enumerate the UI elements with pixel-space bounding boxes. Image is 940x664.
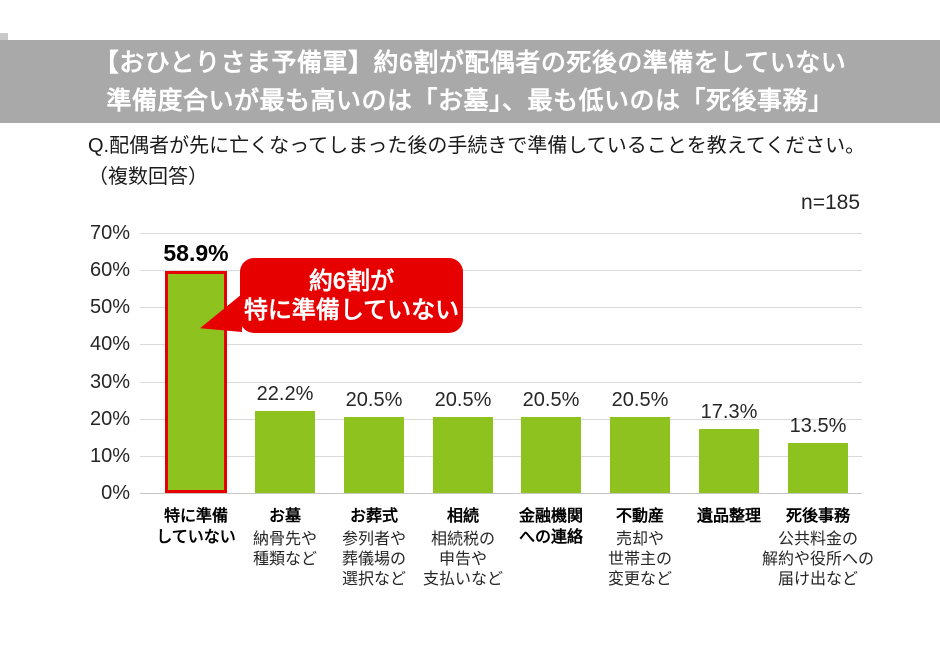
gridline — [140, 307, 862, 308]
question-line-2: （複数回答） — [88, 166, 208, 188]
bar — [433, 417, 493, 493]
value-label: 20.5% — [522, 389, 580, 411]
title-line-1: 【おひとりさま予備軍】約6割が配偶者の死後の準備をしていない — [93, 48, 847, 77]
category-label: 金融機関 への連絡 — [491, 506, 611, 548]
category-description-line: 変更など — [607, 571, 672, 588]
category-description-line: 支払いなど — [422, 571, 503, 588]
bar — [610, 417, 670, 493]
question-line-1: Q.配偶者が先に亡くなってしまった後の手続きで準備していることを教えてください。 — [88, 135, 866, 157]
category-name-line: 死後事務 — [785, 508, 850, 525]
callout-bubble: 約6割が 特に準備していない — [240, 258, 463, 333]
gridline — [140, 382, 862, 383]
value-label: 20.5% — [611, 389, 669, 411]
gridline — [140, 344, 862, 345]
category-description-line: 解約や役所への — [761, 551, 874, 568]
bar — [521, 417, 581, 493]
category-description-line: 売却や — [615, 531, 664, 548]
category-description-line: 種類など — [252, 551, 317, 568]
y-tick-label: 70% — [89, 222, 130, 244]
category-name-line: 遺品整理 — [696, 508, 761, 525]
y-tick-label: 0% — [101, 482, 130, 504]
value-label: 17.3% — [700, 401, 758, 423]
title-line-2: 準備度合いが最も高いのは「お墓」、最も低いのは「死後事務」 — [106, 86, 834, 115]
y-tick-label: 20% — [89, 408, 130, 430]
y-tick-label: 50% — [89, 296, 130, 318]
category-name-line: 相続 — [446, 508, 479, 525]
category-label: 不動産売却や世帯主の変更など — [580, 506, 700, 590]
gridline — [140, 419, 862, 420]
question-text: Q.配偶者が先に亡くなってしまった後の手続きで準備していることを教えてください。… — [88, 131, 865, 193]
category-description-line: 申告や — [438, 551, 487, 568]
category-name-line: 金融機関 — [518, 508, 583, 525]
bar-highlighted — [165, 271, 227, 493]
category-name-line: していない — [156, 529, 236, 546]
category-description-line: 届け出など — [777, 571, 858, 588]
gridline — [140, 233, 862, 234]
sample-size-label: n=185 — [801, 191, 860, 214]
title-banner: 【おひとりさま予備軍】約6割が配偶者の死後の準備をしていない 準備度合いが最も高… — [0, 40, 940, 123]
category-name-line: 不動産 — [615, 508, 664, 525]
value-label: 20.5% — [434, 389, 492, 411]
category-description-line: 相続税の — [430, 531, 495, 548]
value-label: 20.5% — [345, 389, 403, 411]
category-description-line: 世帯主の — [607, 551, 672, 568]
value-label: 22.2% — [256, 383, 314, 405]
gridline — [140, 493, 862, 494]
category-label: お葬式参列者や葬儀場の選択など — [314, 506, 434, 590]
category-label: 特に準備 していない — [136, 506, 256, 548]
category-name-line: への連絡 — [518, 529, 583, 546]
y-tick-label: 60% — [89, 259, 130, 281]
y-tick-label: 40% — [89, 333, 130, 355]
value-label: 58.9% — [163, 240, 229, 266]
value-label: 13.5% — [789, 415, 847, 437]
category-description-line: 公共料金の — [777, 531, 858, 548]
callout-line-2: 特に準備していない — [243, 296, 460, 324]
category-label: 死後事務公共料金の解約や役所への 届け出など — [758, 506, 878, 590]
gridline — [140, 456, 862, 457]
category-name-line: 特に準備 — [163, 508, 228, 525]
gridline — [140, 270, 862, 271]
category-description-line: 納骨先や — [252, 531, 317, 548]
y-tick-label: 10% — [89, 445, 130, 467]
y-tick-label: 30% — [89, 371, 130, 393]
bar — [788, 443, 848, 493]
bar — [344, 417, 404, 493]
category-label: 遺品整理 — [669, 506, 789, 527]
category-name-line: お葬式 — [349, 508, 398, 525]
corner-artifact — [0, 33, 8, 40]
category-description-line: 参列者や — [341, 531, 406, 548]
category-description-line: 葬儀場の — [341, 551, 406, 568]
bar — [255, 411, 315, 493]
category-label: 相続相続税の申告や支払いなど — [403, 506, 523, 590]
category-name-line: お墓 — [268, 508, 301, 525]
bar — [699, 429, 759, 493]
category-description-line: 選択など — [341, 571, 406, 588]
category-label: お墓納骨先や種類など — [225, 506, 345, 570]
callout-line-1: 約6割が — [308, 267, 395, 295]
